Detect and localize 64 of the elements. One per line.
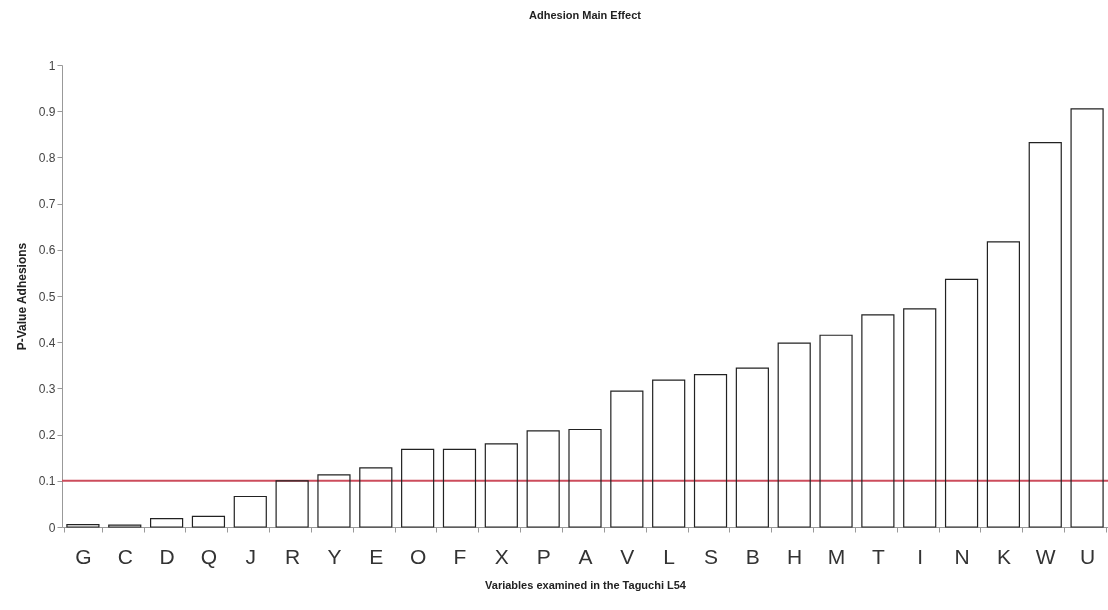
x-tick-label: J (245, 544, 257, 568)
bar (610, 390, 644, 528)
y-tick-label: 0.9 (38, 104, 56, 119)
x-tick-label: B (745, 544, 760, 568)
bar (986, 241, 1020, 528)
chart-title: Adhesion Main Effect (529, 9, 642, 21)
bar (275, 480, 309, 528)
x-tick-label: Y (327, 544, 342, 568)
bar (1028, 142, 1062, 528)
y-tick-label: 0.7 (38, 197, 56, 212)
bar (191, 515, 226, 528)
x-tick-label: R (285, 544, 301, 568)
bar (233, 495, 267, 528)
x-tick-label: G (75, 544, 92, 568)
x-tick-label: S (704, 544, 719, 568)
bar (777, 342, 811, 528)
x-tick-label: X (494, 544, 509, 568)
y-tick-label: 0.3 (38, 381, 56, 396)
y-tick-label: 0.2 (38, 428, 56, 443)
bar (568, 428, 602, 528)
bar (526, 430, 560, 528)
bar (903, 308, 937, 528)
x-tick-label: L (663, 544, 676, 568)
y-tick-label: 0.5 (38, 289, 56, 304)
x-tick-label: D (159, 544, 175, 568)
x-tick-label: V (620, 544, 635, 568)
x-tick-label: N (954, 544, 970, 568)
x-tick-label: Q (200, 544, 218, 568)
bar (317, 474, 351, 528)
x-tick-label: U (1079, 544, 1096, 568)
bar (861, 314, 895, 528)
x-tick-label: M (827, 544, 846, 568)
y-tick-label: 0.6 (38, 243, 56, 258)
y-tick-label: 0 (48, 520, 56, 535)
x-tick-label: O (409, 544, 427, 568)
y-tick-label: 0.1 (38, 474, 56, 489)
bar (442, 448, 477, 528)
x-tick-label: F (453, 544, 467, 568)
bar (484, 443, 518, 528)
x-tick-label: A (578, 544, 593, 568)
x-tick-label: W (1035, 544, 1056, 568)
bar (944, 278, 979, 528)
bar (359, 467, 393, 528)
x-tick-label: K (996, 544, 1011, 568)
bar (66, 524, 100, 528)
bar (401, 448, 435, 528)
x-tick-label: P (536, 544, 551, 568)
y-tick-label: 1 (48, 58, 56, 73)
bar (652, 379, 686, 528)
bar (108, 524, 142, 528)
x-axis-title: Variables examined in the Taguchi L54 (485, 578, 687, 591)
bar (735, 367, 769, 528)
y-tick-label: 0.4 (38, 335, 56, 350)
bar (693, 373, 728, 528)
x-tick-label: H (787, 544, 803, 568)
y-tick-label: 0.8 (38, 150, 56, 165)
x-tick-label: T (871, 544, 885, 568)
bar (819, 334, 853, 528)
y-axis-title: P-Value Adhesions (14, 242, 29, 351)
x-tick-label: I (917, 544, 924, 568)
bar (1070, 108, 1104, 528)
x-tick-label: C (117, 544, 133, 568)
x-tick-label: E (369, 544, 384, 568)
bar (150, 518, 184, 528)
